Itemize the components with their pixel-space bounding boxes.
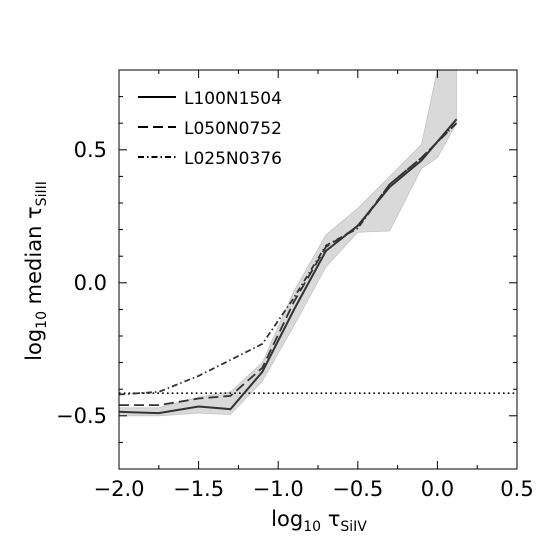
x-tick-label: −1.0	[253, 477, 304, 501]
shaded-band	[119, 70, 457, 417]
x-tick-label: −0.5	[332, 477, 383, 501]
series-line-L025N0376	[119, 122, 458, 396]
shaded-range-band	[119, 70, 457, 417]
y-tick-label: 0.5	[74, 138, 107, 162]
y-tick-label: 0.0	[74, 271, 107, 295]
legend-label: L050N0752	[184, 119, 282, 139]
series-line-L100N1504	[119, 118, 458, 415]
x-tick-label: 0.5	[500, 477, 533, 501]
x-axis-label: log10 τSiIV	[271, 507, 367, 535]
x-tick-label: −2.0	[94, 477, 145, 501]
legend: L100N1504 L050N0752 L025N0376	[138, 89, 282, 169]
y-axis-label: log10 median τSiIII	[22, 181, 50, 361]
x-tick-label: −1.5	[173, 477, 224, 501]
axis-tick-labels: −2.0 −1.5 −1.0 −0.5 0.0 0.5 −0.5 0.0 0.5	[56, 138, 534, 501]
axis-ticks	[118, 69, 518, 469]
series-lines	[119, 118, 458, 415]
y-tick-label: −0.5	[56, 404, 107, 428]
x-tick-label: 0.0	[421, 477, 454, 501]
legend-label: L100N1504	[184, 89, 282, 109]
legend-label: L025N0376	[184, 149, 282, 169]
series-line-L050N0752	[119, 122, 458, 407]
